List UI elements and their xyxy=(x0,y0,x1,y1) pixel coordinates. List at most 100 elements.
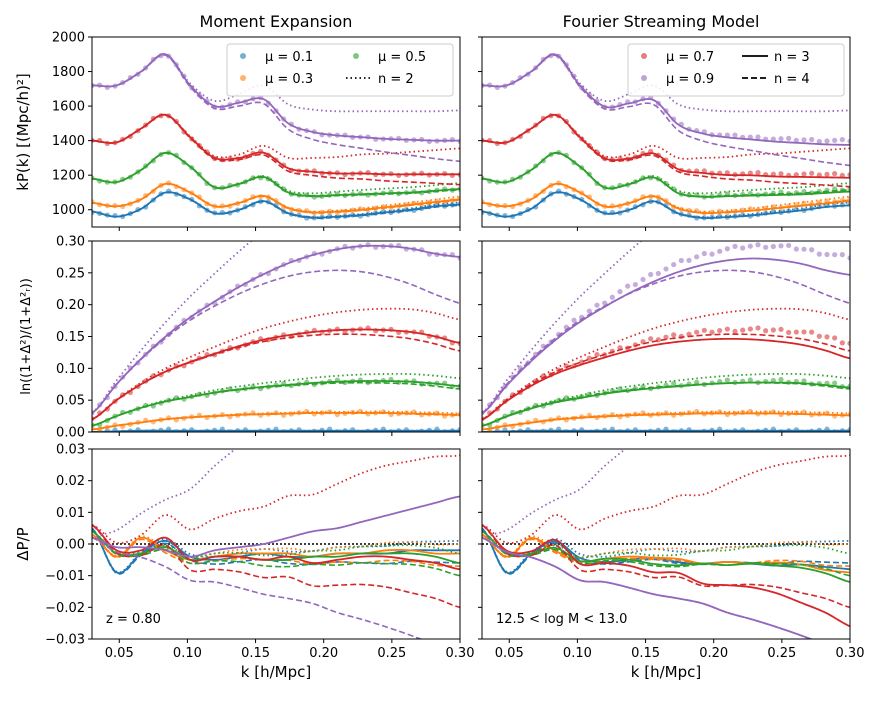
data-point xyxy=(847,383,850,389)
data-point xyxy=(786,208,792,214)
data-point xyxy=(204,428,210,432)
data-point xyxy=(694,215,700,221)
data-point xyxy=(442,171,448,177)
data-point xyxy=(442,252,448,258)
data-point xyxy=(120,392,126,398)
data-point xyxy=(403,410,409,416)
data-point xyxy=(196,143,202,149)
data-point xyxy=(763,244,769,250)
data-point xyxy=(373,410,379,416)
data-point xyxy=(227,210,233,216)
data-point xyxy=(648,412,654,418)
data-point xyxy=(189,85,195,91)
data-point xyxy=(786,411,792,417)
data-point xyxy=(388,189,394,195)
data-point xyxy=(717,248,723,254)
x-tick-label: 0.20 xyxy=(699,646,728,661)
data-point xyxy=(482,175,485,181)
data-point xyxy=(686,126,692,132)
data-point xyxy=(839,252,845,258)
data-point xyxy=(150,115,156,121)
data-point xyxy=(235,387,241,394)
data-point xyxy=(502,203,508,209)
data-point xyxy=(793,410,799,416)
data-point xyxy=(640,276,646,283)
data-point xyxy=(586,355,592,361)
data-point xyxy=(311,215,317,221)
data-point xyxy=(373,378,379,385)
plot-area xyxy=(482,53,850,221)
data-point xyxy=(809,190,815,196)
data-point xyxy=(265,427,271,432)
data-point xyxy=(380,243,386,250)
data-point xyxy=(510,136,516,142)
data-point xyxy=(717,426,723,432)
data-point xyxy=(457,255,460,261)
data-point xyxy=(482,199,485,205)
data-point xyxy=(342,428,348,432)
data-point xyxy=(97,178,103,184)
data-point xyxy=(839,187,845,193)
data-point xyxy=(839,202,845,208)
data-point xyxy=(235,283,241,289)
data-point xyxy=(419,201,425,207)
data-point xyxy=(778,171,784,177)
data-point xyxy=(847,427,850,432)
data-point xyxy=(104,424,110,430)
data-point xyxy=(786,242,792,249)
data-point xyxy=(158,113,164,119)
data-point xyxy=(411,409,417,415)
data-point xyxy=(419,428,425,432)
data-point xyxy=(196,391,202,397)
data-point xyxy=(816,138,822,145)
data-point xyxy=(449,202,455,208)
data-point xyxy=(701,381,707,388)
data-point xyxy=(219,203,225,209)
data-point xyxy=(219,185,225,191)
data-point xyxy=(579,414,585,420)
data-point xyxy=(150,428,156,432)
data-point xyxy=(273,266,279,272)
data-point xyxy=(281,204,287,210)
data-point xyxy=(250,96,256,102)
data-point xyxy=(510,80,516,86)
data-point xyxy=(304,408,310,415)
data-point xyxy=(212,300,218,306)
data-point xyxy=(158,191,164,197)
data-point xyxy=(563,324,569,330)
data-point xyxy=(219,348,225,354)
data-point xyxy=(809,136,815,143)
data-point xyxy=(709,329,715,335)
data-point xyxy=(166,426,172,432)
data-point xyxy=(563,395,569,401)
data-point xyxy=(755,192,761,198)
data-point xyxy=(755,411,761,417)
data-point xyxy=(434,334,440,340)
data-point xyxy=(342,213,348,219)
data-point xyxy=(747,377,753,383)
data-point xyxy=(419,205,425,212)
data-point xyxy=(602,104,608,110)
data-point xyxy=(747,134,753,140)
data-point xyxy=(327,170,333,176)
data-point xyxy=(104,395,110,401)
data-point xyxy=(449,172,455,178)
data-point xyxy=(724,170,730,176)
data-point xyxy=(517,421,523,427)
data-point xyxy=(219,388,225,394)
data-point xyxy=(609,426,615,432)
data-point xyxy=(112,398,118,404)
series-line-n3-4 xyxy=(92,495,460,558)
data-point xyxy=(709,251,715,257)
data-point xyxy=(640,339,646,345)
data-point xyxy=(786,203,792,209)
data-point xyxy=(548,182,554,188)
data-point xyxy=(396,329,402,336)
data-point xyxy=(120,423,126,429)
data-point xyxy=(617,429,623,432)
data-point xyxy=(724,132,730,138)
data-point xyxy=(571,363,577,369)
data-point xyxy=(655,100,661,106)
data-point xyxy=(365,134,371,140)
data-point xyxy=(426,251,432,257)
